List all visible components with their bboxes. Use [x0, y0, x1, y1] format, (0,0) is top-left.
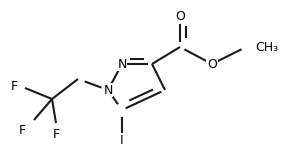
Text: F: F	[18, 123, 26, 137]
Text: N: N	[117, 58, 127, 70]
Text: O: O	[207, 58, 217, 70]
Text: N: N	[103, 83, 113, 97]
Text: CH₃: CH₃	[255, 40, 278, 53]
Text: F: F	[52, 127, 60, 140]
Text: O: O	[175, 11, 185, 23]
Text: F: F	[10, 81, 17, 93]
Text: I: I	[120, 133, 124, 146]
